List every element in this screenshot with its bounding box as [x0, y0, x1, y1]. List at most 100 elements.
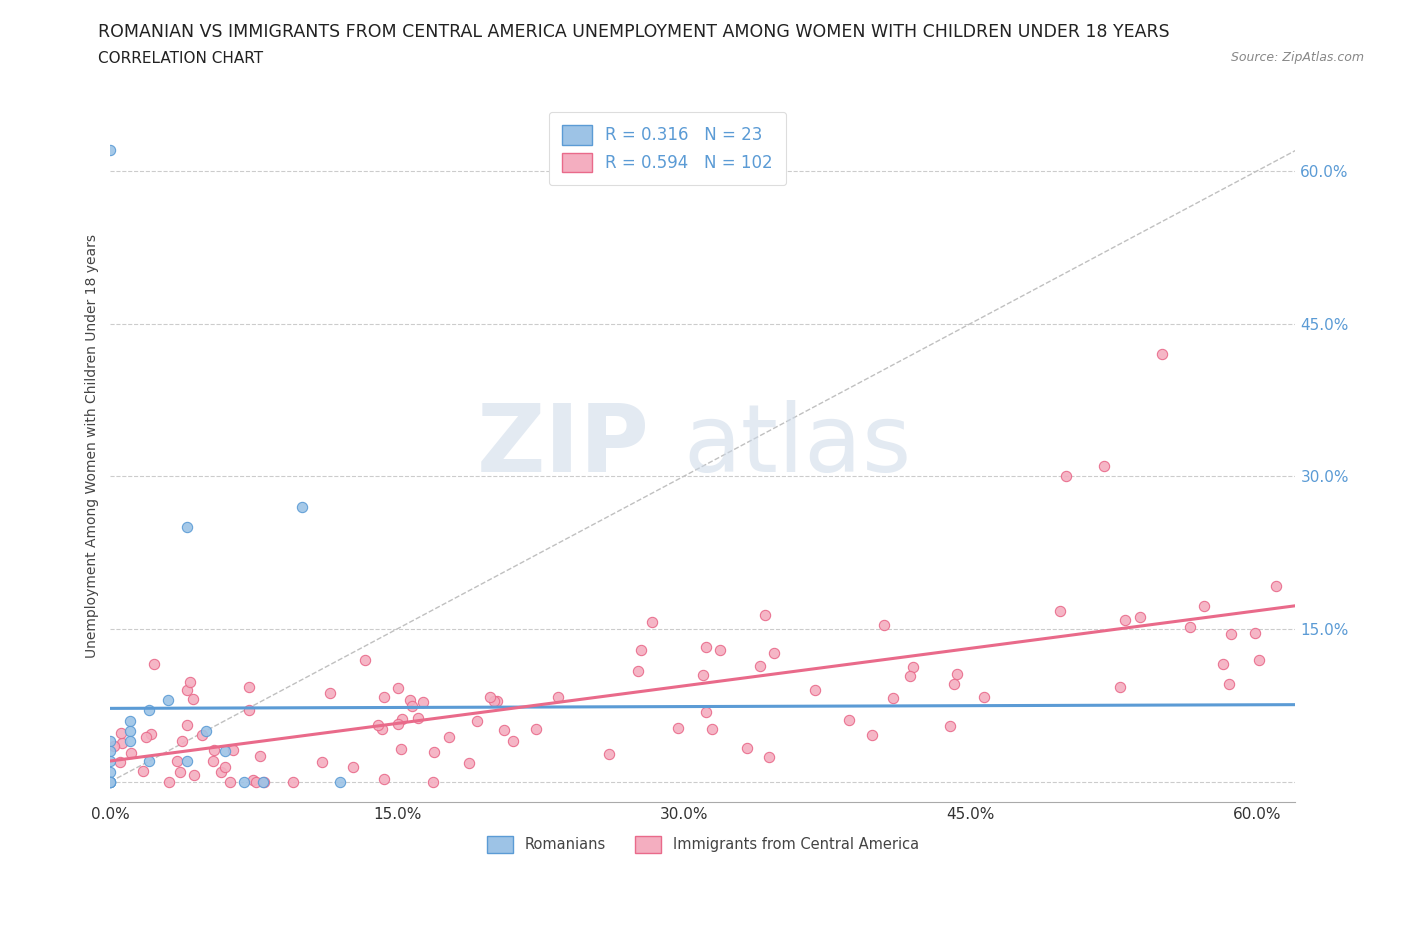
Point [458, 756, 481, 771]
Point [387, 681, 409, 696]
Point [762, 645, 785, 660]
Point [1150, 347, 1173, 362]
Point [1219, 626, 1241, 641]
Point [882, 691, 904, 706]
Point [342, 760, 364, 775]
Point [170, 733, 193, 748]
Point [138, 754, 160, 769]
Point [238, 702, 260, 717]
Point [100, 744, 122, 759]
Point [1049, 604, 1071, 618]
Point [486, 694, 509, 709]
Point [1092, 458, 1115, 473]
Point [118, 713, 141, 728]
Point [422, 775, 444, 790]
Point [181, 691, 204, 706]
Point [195, 724, 218, 738]
Point [373, 772, 395, 787]
Point [249, 749, 271, 764]
Point [214, 759, 236, 774]
Point [627, 664, 650, 679]
Point [1244, 625, 1267, 640]
Point [100, 775, 122, 790]
Text: ROMANIAN VS IMMIGRANTS FROM CENTRAL AMERICA UNEMPLOYMENT AMONG WOMEN WITH CHILDR: ROMANIAN VS IMMIGRANTS FROM CENTRAL AMER… [98, 23, 1170, 41]
Point [838, 713, 860, 728]
Point [100, 734, 122, 749]
Point [1114, 612, 1136, 627]
Point [166, 754, 188, 769]
Point [702, 721, 724, 736]
Point [898, 668, 921, 683]
Point [253, 775, 276, 790]
Point [191, 727, 214, 742]
Point [371, 721, 394, 736]
Point [218, 775, 240, 790]
Text: CORRELATION CHART: CORRELATION CHART [98, 51, 263, 66]
Point [311, 754, 333, 769]
Point [138, 703, 160, 718]
Point [283, 775, 305, 790]
Point [502, 733, 524, 748]
Point [141, 726, 163, 741]
Point [387, 717, 409, 732]
Point [973, 690, 995, 705]
Point [695, 640, 717, 655]
Point [176, 520, 198, 535]
Point [666, 721, 689, 736]
Point [1192, 599, 1215, 614]
Point [319, 685, 342, 700]
Point [412, 694, 434, 709]
Point [111, 736, 134, 751]
Point [233, 775, 256, 790]
Point [748, 658, 770, 673]
Point [290, 499, 312, 514]
Point [100, 764, 122, 779]
Point [120, 745, 142, 760]
Point [735, 740, 758, 755]
Point [1247, 653, 1270, 668]
Point [222, 742, 245, 757]
Point [245, 775, 267, 790]
Point [252, 775, 274, 790]
Point [100, 775, 122, 790]
Text: Source: ZipAtlas.com: Source: ZipAtlas.com [1230, 51, 1364, 64]
Point [401, 698, 423, 713]
Point [758, 750, 780, 764]
Point [692, 668, 714, 683]
Point [640, 615, 662, 630]
Point [804, 683, 827, 698]
Point [100, 775, 122, 790]
Point [118, 734, 141, 749]
Point [238, 680, 260, 695]
Point [482, 694, 505, 709]
Point [901, 659, 924, 674]
Point [132, 764, 155, 778]
Point [100, 143, 122, 158]
Point [176, 754, 198, 769]
Point [354, 653, 377, 668]
Point [598, 746, 620, 761]
Point [942, 677, 965, 692]
Point [118, 724, 141, 738]
Point [391, 711, 413, 726]
Point [408, 711, 430, 725]
Point [100, 775, 122, 790]
Point [938, 718, 960, 733]
Point [478, 689, 501, 704]
Point [214, 744, 236, 759]
Point [176, 717, 198, 732]
Point [169, 765, 191, 780]
Point [399, 693, 422, 708]
Point [754, 607, 776, 622]
Point [873, 618, 896, 632]
Point [143, 657, 166, 671]
Point [547, 690, 569, 705]
Point [135, 730, 157, 745]
Point [946, 666, 969, 681]
Point [110, 755, 132, 770]
Point [373, 690, 395, 705]
Point [157, 775, 180, 790]
Point [860, 728, 883, 743]
Point [156, 693, 179, 708]
Point [202, 742, 225, 757]
